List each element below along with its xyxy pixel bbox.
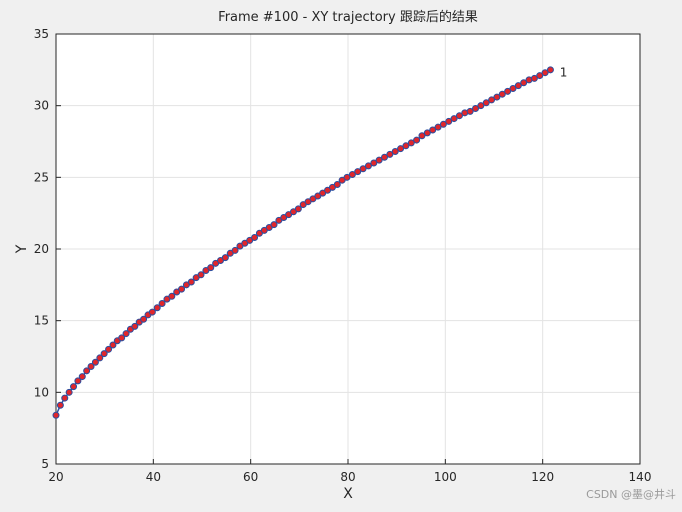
point <box>536 72 544 80</box>
point <box>348 170 356 178</box>
point <box>91 358 99 366</box>
point <box>413 136 421 144</box>
point <box>70 383 78 391</box>
point <box>402 142 410 150</box>
point <box>61 394 69 402</box>
point <box>354 168 362 176</box>
x-axis-label: X <box>343 486 353 502</box>
point <box>530 74 538 82</box>
point <box>343 173 351 181</box>
point <box>109 341 117 349</box>
point <box>78 373 86 381</box>
point <box>434 123 442 131</box>
point <box>472 105 480 113</box>
point <box>148 308 156 316</box>
x-tick-label: 40 <box>146 470 161 484</box>
point <box>83 367 91 375</box>
point <box>407 139 415 147</box>
axes-box <box>55 33 641 465</box>
point <box>439 120 447 128</box>
point <box>105 345 113 353</box>
point <box>520 79 528 87</box>
point <box>482 99 490 107</box>
point <box>450 115 458 123</box>
point <box>118 334 126 342</box>
point <box>56 401 64 409</box>
y-tick-label: 25 <box>34 170 49 184</box>
point <box>488 96 496 104</box>
point <box>270 221 278 229</box>
point <box>514 82 522 90</box>
point <box>122 330 130 338</box>
y-tick-label: 35 <box>34 27 49 41</box>
point <box>509 84 517 92</box>
point <box>187 278 195 286</box>
point <box>359 165 367 173</box>
y-tick-label: 10 <box>34 385 49 399</box>
point <box>504 87 512 95</box>
point <box>153 304 161 312</box>
annotation: 1 <box>560 66 568 80</box>
x-tick-label: 20 <box>48 470 63 484</box>
point <box>197 271 205 279</box>
point <box>423 129 431 137</box>
point <box>455 112 463 120</box>
y-tick-label: 30 <box>34 99 49 113</box>
point <box>87 363 95 371</box>
x-tick-label: 100 <box>434 470 457 484</box>
point <box>429 126 437 134</box>
point <box>541 69 549 77</box>
y-axis-label: Y <box>14 244 30 254</box>
point <box>546 66 554 74</box>
point <box>52 411 60 419</box>
y-tick-label: 5 <box>41 457 49 471</box>
point <box>140 315 148 323</box>
x-tick-label: 60 <box>243 470 258 484</box>
point <box>100 350 108 358</box>
point <box>294 205 302 213</box>
chart-title: Frame #100 - XY trajectory 跟踪后的结果 <box>218 9 478 25</box>
x-tick-label: 120 <box>531 470 554 484</box>
point <box>397 145 405 153</box>
point <box>493 93 501 101</box>
point <box>158 299 166 307</box>
y-tick-label: 15 <box>34 314 49 328</box>
point <box>375 156 383 164</box>
point <box>231 246 239 254</box>
point <box>65 388 73 396</box>
x-tick-label: 80 <box>340 470 355 484</box>
point <box>207 264 215 272</box>
point <box>370 159 378 167</box>
watermark: CSDN @墨@井斗 <box>586 487 676 501</box>
point <box>381 153 388 161</box>
y-tick-label: 20 <box>34 242 49 256</box>
point <box>74 377 82 385</box>
point <box>221 254 229 262</box>
point <box>131 322 139 330</box>
point <box>333 181 341 188</box>
x-tick-label: 140 <box>629 470 652 484</box>
point <box>386 150 394 158</box>
point <box>96 354 104 362</box>
point <box>251 234 259 242</box>
point <box>391 148 399 156</box>
point <box>466 107 474 115</box>
point <box>477 102 485 110</box>
point <box>168 292 176 300</box>
point <box>178 285 186 293</box>
point <box>498 90 506 98</box>
point <box>364 162 372 170</box>
point <box>418 132 426 140</box>
point <box>445 117 453 125</box>
